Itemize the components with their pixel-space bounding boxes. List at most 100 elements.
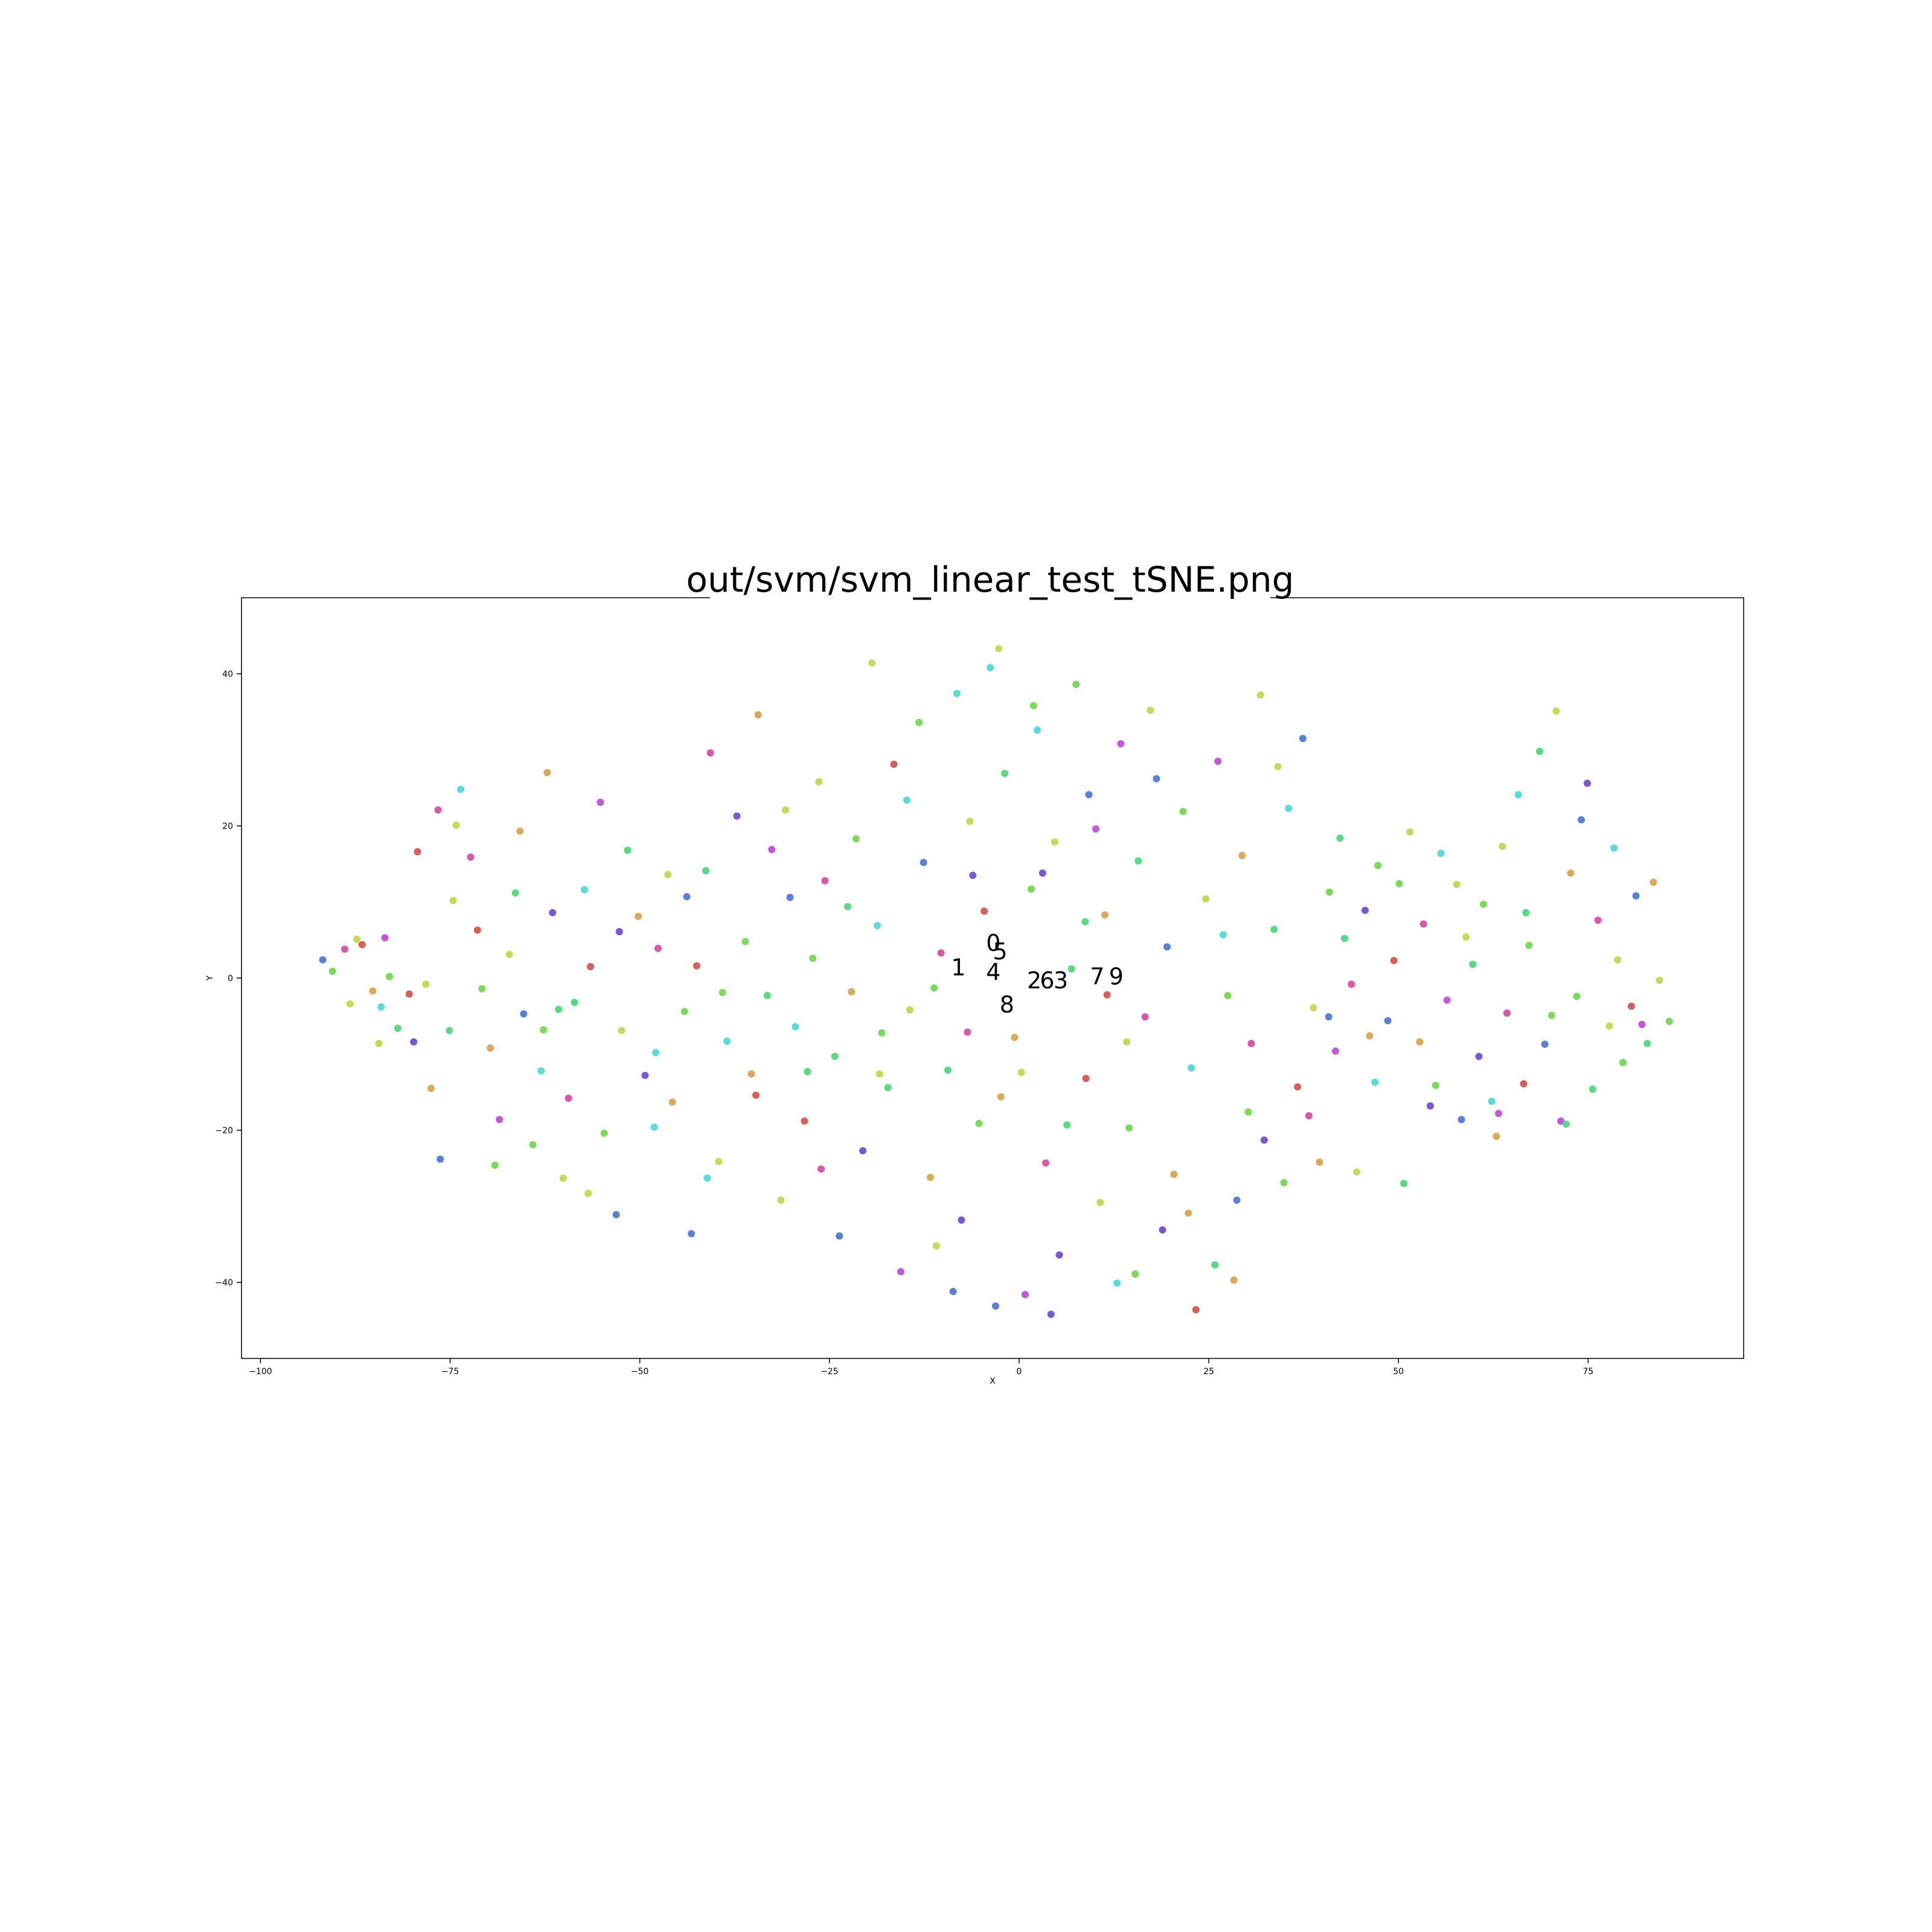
scatter-point [1179, 808, 1187, 816]
scatter-point [718, 988, 726, 996]
scatter-point [341, 945, 348, 953]
scatter-point [933, 1242, 940, 1250]
scatter-point [467, 853, 475, 861]
scatter-point [664, 871, 672, 878]
scatter-point [852, 835, 860, 843]
scatter-point [844, 903, 851, 910]
scatter-point [1503, 1009, 1511, 1017]
scatter-point [427, 1084, 435, 1092]
scatter-point [1238, 852, 1246, 860]
scatter-point [600, 1130, 608, 1137]
scatter-point [680, 1008, 688, 1016]
scatter-point [1081, 918, 1089, 926]
chart-title: out/svm/svm_linear_test_tSNE.png [686, 559, 1294, 600]
scatter-point [1371, 1078, 1379, 1086]
scatter-point [1305, 1112, 1313, 1120]
scatter-point [1457, 1116, 1465, 1124]
scatter-point [995, 645, 1003, 653]
scatter-point [405, 990, 413, 998]
scatter-point [540, 1026, 548, 1034]
scatter-point [1443, 996, 1451, 1004]
scatter-point [817, 1165, 825, 1173]
scatter-point [884, 1084, 892, 1092]
scatter-point [1325, 888, 1333, 896]
scatter-point [1588, 1086, 1596, 1093]
scatter-point [394, 1025, 401, 1032]
scatter-point [693, 962, 700, 970]
scatter-point [1495, 1110, 1503, 1118]
scatter-point [1202, 895, 1210, 903]
scatter-point [1244, 1108, 1252, 1116]
scatter-point [386, 973, 393, 980]
scatter-point [1247, 1040, 1255, 1048]
scatter-point [587, 963, 594, 971]
scatter-point [1536, 747, 1543, 755]
scatter-point [804, 1068, 811, 1075]
scatter-point [1655, 976, 1663, 984]
scatter-point [571, 999, 578, 1006]
scatter-point [768, 846, 776, 854]
scatter-point [375, 1040, 383, 1048]
scatter-point [353, 935, 360, 943]
scatter-point [1055, 1251, 1063, 1259]
scatter-point [650, 1124, 658, 1131]
scatter-point [1029, 702, 1037, 709]
scatter-point [473, 926, 481, 934]
scatter-point [1488, 1098, 1495, 1105]
scatter-point [1453, 881, 1460, 888]
scatter-point [1117, 740, 1125, 747]
scatter-point [915, 718, 923, 726]
scatter-point [1294, 1083, 1302, 1091]
scatter-point [1260, 1136, 1268, 1144]
scatter-point [1525, 941, 1533, 949]
scatter-point [1211, 1261, 1219, 1268]
scatter-point [1563, 1120, 1570, 1128]
scatter-point [1541, 1040, 1549, 1048]
scatter-point [930, 984, 938, 992]
scatter-point [1427, 1102, 1434, 1110]
scatter-point [1067, 965, 1075, 973]
scatter-point [1594, 916, 1602, 924]
scatter-point [1011, 1034, 1019, 1041]
scatter-point [1384, 1017, 1392, 1025]
scatter-point [1022, 1291, 1029, 1299]
scatter-point [1584, 779, 1591, 787]
y-tick-label: −20 [215, 1126, 233, 1136]
scatter-point [683, 893, 691, 901]
scatter-point [449, 897, 457, 904]
scatter-point [654, 944, 662, 952]
scatter-point [903, 796, 910, 804]
scatter-point [491, 1162, 499, 1169]
scatter-point [890, 760, 898, 768]
scatter-point [1348, 980, 1355, 988]
scatter-point [1605, 1022, 1613, 1030]
scatter-point [1557, 1117, 1565, 1125]
scatter-point [1256, 691, 1264, 699]
scatter-point [1224, 992, 1232, 999]
scatter-point [1649, 878, 1657, 886]
scatter-point [1028, 885, 1035, 893]
cluster-label-2: 2 [1027, 967, 1041, 994]
scatter-point [927, 1174, 934, 1182]
scatter-point [452, 821, 460, 829]
scatter-point [1096, 1198, 1104, 1206]
scatter-points [319, 645, 1673, 1318]
scatter-point [1632, 892, 1640, 900]
scatter-point [1310, 1004, 1317, 1012]
cluster-label-3: 3 [1054, 967, 1068, 994]
scatter-point [1614, 956, 1622, 964]
scatter-point [848, 988, 856, 996]
y-tick-label: 40 [222, 670, 233, 679]
scatter-point [346, 1000, 354, 1008]
y-axis: −40 −20 0 20 40 [215, 670, 242, 1288]
scatter-point [752, 1092, 760, 1099]
scatter-point [1431, 1081, 1439, 1089]
cluster-label-6: 6 [1040, 967, 1054, 994]
scatter-point [1141, 1013, 1149, 1021]
scatter-point [706, 749, 714, 756]
scatter-point [1638, 1020, 1646, 1028]
scatter-point [543, 769, 551, 776]
scatter-point [1628, 1002, 1635, 1010]
scatter-point [1469, 961, 1477, 968]
